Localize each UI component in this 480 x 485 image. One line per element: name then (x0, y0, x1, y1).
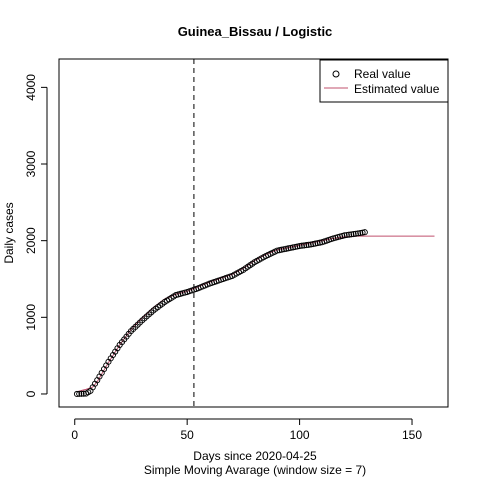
legend: Real value Estimated value (319, 59, 449, 103)
real-value-point (78, 390, 85, 397)
real-value-point (350, 231, 357, 238)
x-tick-label: 100 (290, 428, 310, 442)
real-value-point (280, 246, 287, 253)
real-value-point (305, 241, 312, 248)
x-axis-sublabel: Simple Moving Avarage (window size = 7) (144, 463, 366, 477)
y-tick-label: 4000 (24, 74, 38, 101)
y-tick-label: 2000 (24, 227, 38, 254)
real-value-point (296, 242, 303, 250)
x-axis-label: Days since 2020-04-25 (193, 449, 317, 463)
real-value-point (346, 231, 353, 238)
legend-entry-estimated: Estimated value (354, 82, 440, 96)
chart-title: Guinea_Bissau / Logistic (178, 24, 333, 39)
x-tick-label: 50 (180, 428, 194, 442)
real-value-point (285, 245, 292, 252)
legend-entry-real: Real value (354, 67, 411, 81)
x-tick-label: 150 (402, 428, 422, 442)
real-value-point (287, 244, 294, 251)
legend-point-marker (332, 70, 340, 78)
real-value-point (274, 247, 281, 254)
real-value-point (314, 240, 321, 247)
real-value-point (73, 390, 81, 398)
plot-frame (58, 58, 449, 408)
real-value-point (312, 240, 319, 247)
real-value-point (348, 231, 355, 238)
real-value-point (355, 230, 362, 237)
y-tick-label: 1000 (24, 304, 38, 331)
real-value-point (352, 230, 359, 237)
y-tick-label: 3000 (24, 150, 38, 177)
real-value-point (343, 231, 350, 239)
real-value-point (357, 229, 364, 237)
x-tick-label: 0 (71, 428, 78, 442)
real-value-point (307, 241, 314, 248)
y-tick-label: 0 (24, 390, 38, 397)
real-value-point (310, 240, 317, 248)
y-axis-label: Daily cases (2, 202, 16, 263)
real-value-point (303, 242, 310, 249)
real-value-point (276, 247, 283, 254)
real-value-point (292, 243, 299, 251)
real-value-point (301, 242, 308, 249)
real-value-point (298, 242, 305, 249)
real-value-point (361, 229, 368, 236)
real-value-point (359, 229, 366, 236)
real-value-point (341, 232, 348, 239)
data-layer (73, 59, 435, 407)
real-value-point (289, 244, 296, 251)
real-value-point (76, 390, 83, 397)
real-value-point (278, 246, 285, 253)
axes: 0 50 100 150 0 1000 2000 3000 4000 (24, 74, 422, 442)
real-value-point (283, 245, 290, 252)
legend-box (319, 59, 449, 103)
real-value-point (294, 243, 301, 250)
